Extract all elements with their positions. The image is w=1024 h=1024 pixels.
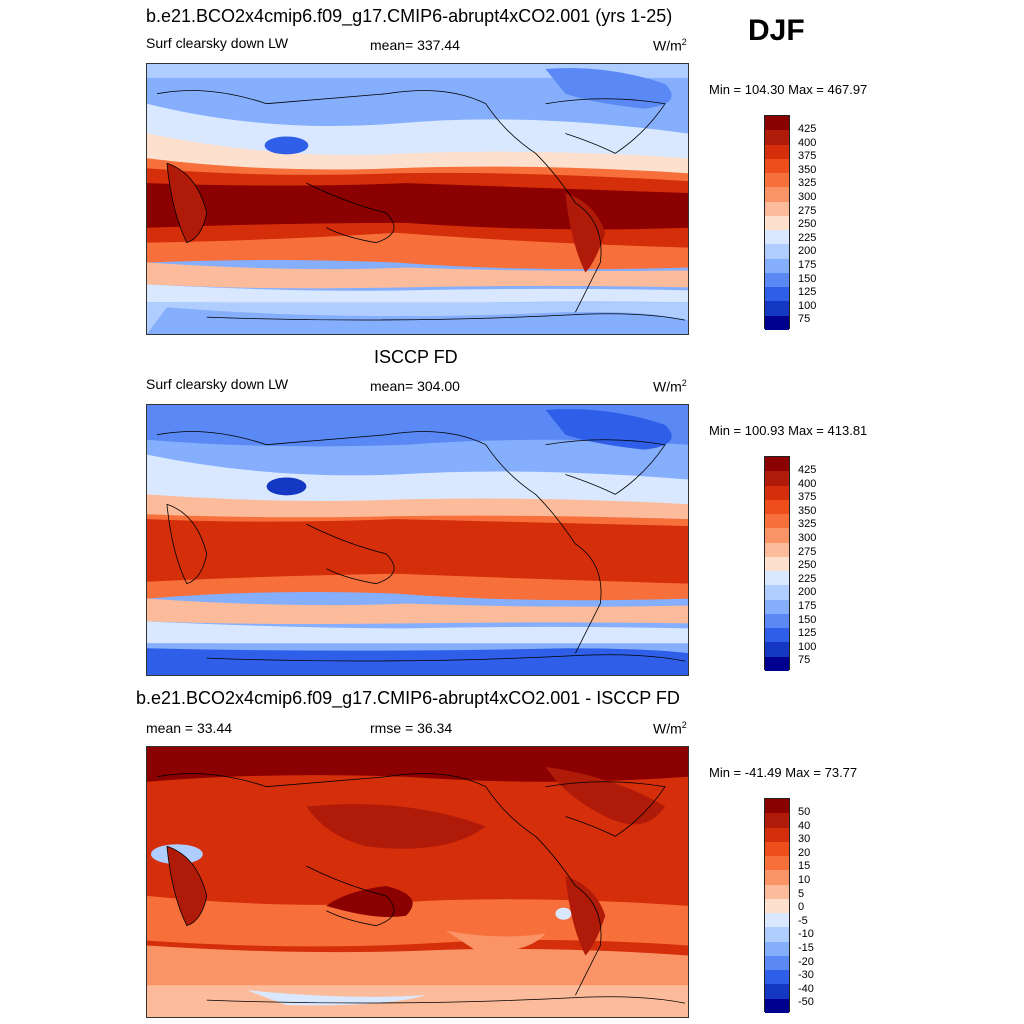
panel1-mean-label: mean= 337.44 <box>370 37 460 53</box>
tick: 225 <box>798 572 817 585</box>
panel1-variable-label: Surf clearsky down LW <box>146 35 289 51</box>
tick: 150 <box>798 272 817 285</box>
tick: 275 <box>798 545 817 558</box>
panel2-map <box>146 404 689 676</box>
tick: 125 <box>798 286 817 299</box>
tick: -15 <box>798 942 814 954</box>
tick: 400 <box>798 477 817 490</box>
tick: 400 <box>798 136 817 149</box>
tick: 375 <box>798 150 817 163</box>
panel1-minmax: Min = 104.30 Max = 467.97 <box>709 82 868 97</box>
tick: 75 <box>798 654 811 667</box>
tick: 225 <box>798 231 817 244</box>
panel2-minmax: Min = 100.93 Max = 413.81 <box>709 423 868 438</box>
tick: 325 <box>798 518 817 531</box>
panel3-colorbar <box>764 798 790 1013</box>
tick: -10 <box>798 928 814 941</box>
panel2-title: ISCCP FD <box>374 347 458 367</box>
season-label: DJF <box>748 14 805 47</box>
panel1-colorbar <box>764 115 790 330</box>
tick: 175 <box>798 600 817 612</box>
tick: 425 <box>798 464 817 476</box>
tick: 200 <box>798 245 817 258</box>
tick: 150 <box>798 613 817 626</box>
panel2-variable-label: Surf clearsky down LW <box>146 376 289 392</box>
tick: 20 <box>798 846 811 859</box>
tick: -40 <box>798 982 814 995</box>
panel3-rmse-label: rmse = 36.34 <box>370 720 453 736</box>
tick: -5 <box>798 914 808 927</box>
tick: 100 <box>798 299 817 312</box>
tick: 200 <box>798 586 817 599</box>
panel1-map <box>146 63 689 335</box>
tick: 300 <box>798 532 817 544</box>
tick: 30 <box>798 833 811 846</box>
tick: 15 <box>798 860 811 873</box>
tick: 100 <box>798 640 817 653</box>
panel1-units: W/m2 <box>653 37 687 54</box>
tick: 350 <box>798 504 817 517</box>
panel3-map <box>146 746 689 1018</box>
tick: -30 <box>798 969 814 982</box>
panel3-mean-label: mean = 33.44 <box>146 720 233 736</box>
tick: 5 <box>798 887 805 900</box>
tick: 125 <box>798 627 817 640</box>
tick: -50 <box>798 996 814 1009</box>
tick: 40 <box>798 819 811 832</box>
tick: 275 <box>798 204 817 217</box>
tick: 250 <box>798 218 817 231</box>
panel3-minmax: Min = -41.49 Max = 73.77 <box>709 765 858 780</box>
panel2-mean-label: mean= 304.00 <box>370 378 460 394</box>
tick: 0 <box>798 901 805 914</box>
tick: 50 <box>798 806 811 818</box>
tick: 350 <box>798 163 817 176</box>
panel2-colorbar <box>764 456 790 671</box>
tick: 75 <box>798 313 811 326</box>
panel3-title: b.e21.BCO2x4cmip6.f09_g17.CMIP6-abrupt4x… <box>136 688 680 708</box>
tick: 300 <box>798 191 817 203</box>
panel2-units: W/m2 <box>653 378 687 395</box>
tick: 10 <box>798 874 811 886</box>
tick: -20 <box>798 955 814 968</box>
tick: 250 <box>798 559 817 572</box>
panel1-title: b.e21.BCO2x4cmip6.f09_g17.CMIP6-abrupt4x… <box>146 6 673 26</box>
panel3-units: W/m2 <box>653 720 687 737</box>
tick: 425 <box>798 123 817 135</box>
tick: 325 <box>798 177 817 190</box>
tick: 375 <box>798 491 817 504</box>
tick: 175 <box>798 259 817 271</box>
